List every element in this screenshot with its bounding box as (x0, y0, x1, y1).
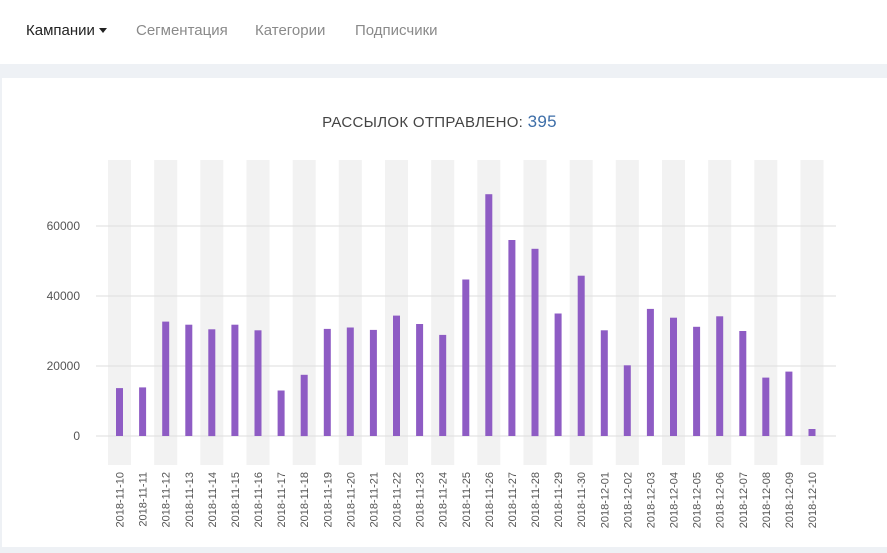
bar[interactable] (346, 327, 354, 437)
left-divider (0, 78, 2, 553)
caret-down-icon[interactable] (98, 28, 107, 33)
bar[interactable] (623, 365, 631, 436)
y-tick-label: 40000 (47, 289, 81, 303)
bar[interactable] (208, 329, 216, 437)
bar[interactable] (646, 308, 654, 436)
y-tick-label: 0 (73, 429, 80, 443)
x-tick-label: 2018-12-07 (738, 472, 750, 528)
column-stripe (246, 160, 270, 465)
top-navigation: Кампании Сегментация Категории Подписчик… (0, 0, 887, 64)
x-tick-label: 2018-12-05 (692, 472, 704, 528)
bar[interactable] (554, 313, 562, 437)
x-tick-label: 2018-11-18 (299, 472, 311, 527)
x-tick-label: 2018-11-21 (368, 472, 380, 527)
sent-label: РАССЫЛОК ОТПРАВЛЕНО: (322, 114, 524, 131)
column-stripe (385, 160, 408, 465)
bar[interactable] (462, 279, 470, 437)
x-tick-label: 2018-11-11 (138, 472, 150, 527)
column-stripe (108, 160, 131, 465)
header-divider-band (0, 64, 887, 78)
column-stripe (800, 160, 824, 465)
column-stripe (431, 160, 455, 465)
bar[interactable] (670, 317, 677, 436)
bar[interactable] (531, 248, 539, 437)
bar[interactable] (116, 388, 123, 436)
bar[interactable] (185, 324, 193, 436)
bar[interactable] (739, 331, 747, 436)
bar[interactable] (254, 330, 262, 436)
y-tick-label: 20000 (47, 359, 81, 373)
x-tick-label: 2018-12-08 (761, 472, 773, 528)
x-tick-label: 2018-11-30 (576, 472, 588, 527)
x-tick-label: 2018-12-02 (622, 472, 634, 528)
bar[interactable] (323, 328, 331, 436)
x-tick-label: 2018-11-16 (253, 472, 265, 527)
x-tick-label: 2018-11-17 (276, 472, 288, 527)
bar[interactable] (808, 429, 816, 436)
bar[interactable] (277, 390, 285, 437)
bar[interactable] (393, 315, 400, 436)
bar[interactable] (785, 371, 793, 436)
x-tick-label: 2018-12-03 (645, 472, 657, 528)
bottom-edge (0, 547, 887, 553)
bar[interactable] (231, 324, 239, 436)
sent-count: 395 (527, 112, 557, 131)
chart-title: РАССЫЛОК ОТПРАВЛЕНО: 395 (0, 112, 879, 132)
x-tick-label: 2018-11-26 (484, 472, 496, 527)
nav-campaigns-label: Кампании (26, 22, 95, 39)
nav-subscribers[interactable]: Подписчики (355, 22, 438, 39)
column-stripe (754, 160, 778, 465)
x-tick-label: 2018-12-04 (669, 472, 681, 528)
column-stripe (154, 160, 178, 465)
y-tick-label: 60000 (47, 219, 81, 233)
bar[interactable] (416, 324, 424, 436)
column-stripe (662, 160, 685, 465)
bar[interactable] (693, 326, 701, 436)
bar[interactable] (369, 329, 377, 436)
bar[interactable] (139, 387, 147, 436)
x-tick-label: 2018-11-13 (184, 472, 196, 527)
bar[interactable] (485, 194, 493, 436)
x-tick-label: 2018-12-09 (784, 472, 796, 528)
x-tick-label: 2018-11-29 (553, 472, 565, 527)
x-tick-label: 2018-11-24 (438, 472, 450, 527)
column-stripe (292, 160, 316, 465)
column-stripe (615, 160, 639, 465)
x-tick-label: 2018-11-22 (392, 472, 404, 527)
bar[interactable] (508, 240, 516, 436)
x-tick-label: 2018-12-06 (715, 472, 727, 528)
x-tick-label: 2018-11-28 (530, 472, 542, 527)
x-tick-label: 2018-11-12 (161, 472, 173, 527)
x-tick-label: 2018-11-15 (230, 472, 242, 527)
bar[interactable] (162, 321, 170, 436)
bar[interactable] (600, 330, 608, 436)
bar[interactable] (762, 377, 770, 436)
bar[interactable] (300, 374, 308, 437)
nav-campaigns[interactable]: Кампании (26, 22, 107, 39)
x-tick-label: 2018-11-19 (322, 472, 334, 527)
column-stripe (338, 160, 362, 465)
x-tick-label: 2018-11-14 (207, 472, 219, 527)
bar[interactable] (439, 334, 447, 436)
x-tick-label: 2018-12-01 (599, 472, 611, 528)
nav-segmentation[interactable]: Сегментация (136, 22, 228, 39)
x-tick-label: 2018-11-20 (345, 472, 357, 527)
x-tick-label: 2018-11-27 (507, 472, 519, 527)
x-tick-label: 2018-11-10 (115, 472, 127, 527)
column-stripe (708, 160, 732, 465)
x-tick-label: 2018-11-23 (415, 472, 427, 527)
x-tick-label: 2018-12-10 (807, 472, 819, 528)
bar[interactable] (716, 316, 724, 436)
column-stripe (200, 160, 224, 465)
nav-categories[interactable]: Категории (255, 22, 326, 39)
bar[interactable] (577, 275, 585, 436)
x-tick-label: 2018-11-25 (461, 472, 473, 527)
